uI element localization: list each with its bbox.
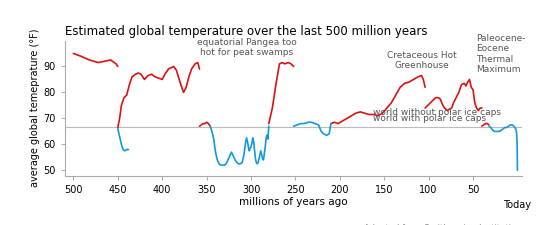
Text: world with polar ice caps: world with polar ice caps: [373, 114, 486, 123]
Text: Cretaceous Hot
Greenhouse: Cretaceous Hot Greenhouse: [387, 51, 456, 70]
Text: Adapted from Smithsonian Institution: Adapted from Smithsonian Institution: [364, 224, 522, 225]
Text: equatorial Pangea too
hot for peat swamps: equatorial Pangea too hot for peat swamp…: [197, 38, 296, 57]
Text: Paleocene-
Eocene
Thermal
Maximum: Paleocene- Eocene Thermal Maximum: [477, 34, 526, 74]
Text: Today: Today: [504, 200, 532, 210]
Y-axis label: average global temeprature (°F): average global temeprature (°F): [30, 29, 40, 187]
Text: Estimated global temperature over the last 500 million years: Estimated global temperature over the la…: [65, 25, 427, 38]
X-axis label: millions of years ago: millions of years ago: [239, 197, 348, 207]
Text: world without polar ice caps: world without polar ice caps: [373, 108, 501, 117]
